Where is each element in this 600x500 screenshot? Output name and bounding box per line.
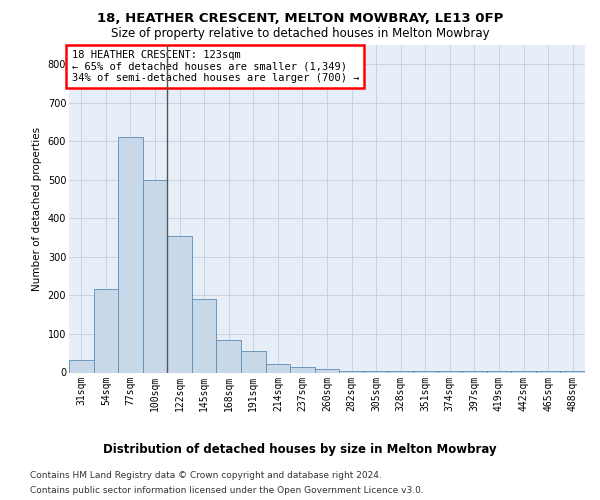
Bar <box>339 370 364 372</box>
Bar <box>217 340 241 372</box>
Bar <box>364 370 388 372</box>
Bar <box>462 371 487 372</box>
Text: Size of property relative to detached houses in Melton Mowbray: Size of property relative to detached ho… <box>110 28 490 40</box>
Bar <box>388 371 413 372</box>
Y-axis label: Number of detached properties: Number of detached properties <box>32 126 42 291</box>
Bar <box>143 180 167 372</box>
Text: Contains public sector information licensed under the Open Government Licence v3: Contains public sector information licen… <box>30 486 424 495</box>
Bar <box>290 366 315 372</box>
Bar <box>413 371 437 372</box>
Bar <box>94 288 118 372</box>
Text: 18 HEATHER CRESCENT: 123sqm
← 65% of detached houses are smaller (1,349)
34% of : 18 HEATHER CRESCENT: 123sqm ← 65% of det… <box>71 50 359 83</box>
Bar <box>167 236 192 372</box>
Text: Contains HM Land Registry data © Crown copyright and database right 2024.: Contains HM Land Registry data © Crown c… <box>30 471 382 480</box>
Bar <box>437 371 462 372</box>
Bar <box>192 300 217 372</box>
Bar <box>69 360 94 372</box>
Text: 18, HEATHER CRESCENT, MELTON MOWBRAY, LE13 0FP: 18, HEATHER CRESCENT, MELTON MOWBRAY, LE… <box>97 12 503 26</box>
Bar <box>266 364 290 372</box>
Bar <box>315 370 339 372</box>
Bar <box>118 138 143 372</box>
Bar <box>241 352 266 372</box>
Text: Distribution of detached houses by size in Melton Mowbray: Distribution of detached houses by size … <box>103 442 497 456</box>
